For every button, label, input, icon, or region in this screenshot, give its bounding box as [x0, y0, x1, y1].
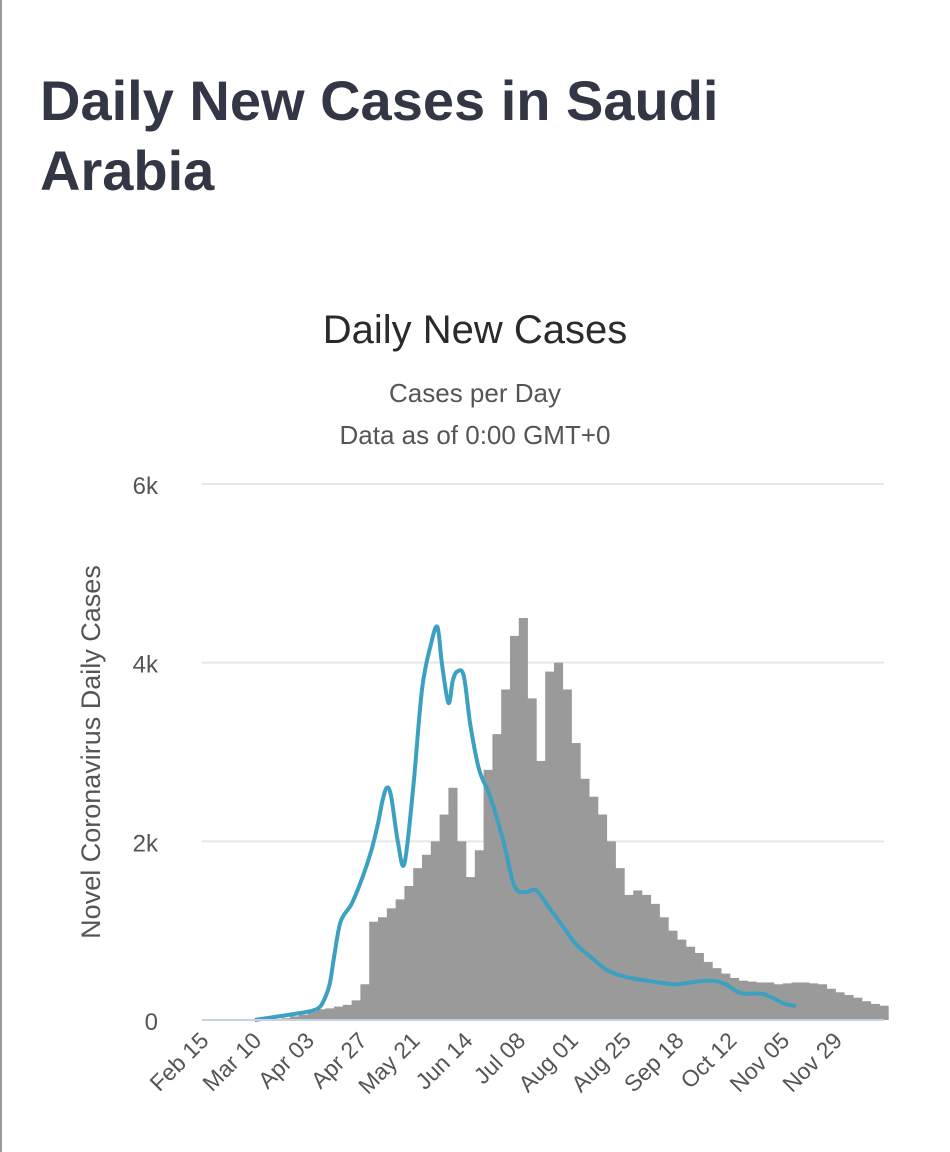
bar	[386, 908, 396, 1020]
bar	[598, 814, 608, 1020]
bar	[879, 1005, 889, 1020]
y-axis-label: Novel Coronavirus Daily Cases	[76, 565, 106, 939]
bar	[395, 899, 405, 1020]
chart-subtitle-data-as-of: Data as of 0:00 GMT+0	[339, 420, 611, 450]
bar	[818, 984, 828, 1020]
moving-average-line	[254, 624, 797, 1022]
y-tick-label: 0	[145, 1009, 158, 1036]
bar	[606, 841, 616, 1020]
bar	[369, 921, 379, 1020]
page-title: Daily New Cases in Saudi Arabia	[40, 69, 719, 202]
bar	[466, 877, 476, 1020]
bar	[334, 1006, 344, 1020]
bar	[659, 917, 669, 1020]
bar	[483, 769, 493, 1020]
bar	[782, 983, 792, 1020]
y-tick-label: 2k	[133, 830, 159, 857]
bar	[826, 988, 836, 1020]
bar	[316, 1009, 326, 1020]
bar	[422, 854, 432, 1020]
bar	[703, 961, 713, 1020]
bar	[765, 982, 775, 1020]
bar	[835, 992, 845, 1020]
left-border	[0, 0, 2, 1152]
bar	[562, 689, 572, 1020]
bar	[870, 1003, 880, 1020]
chart-subtitle-cases-per-day: Cases per Day	[389, 378, 561, 408]
bar	[413, 868, 423, 1020]
bar	[650, 903, 660, 1020]
bar	[615, 868, 625, 1020]
bar	[351, 1000, 361, 1020]
chart-title: Daily New Cases	[322, 308, 628, 352]
bar	[430, 841, 440, 1020]
bar	[307, 1011, 317, 1020]
bar	[730, 978, 740, 1020]
bar	[694, 953, 704, 1020]
y-tick-label: 4k	[133, 652, 159, 679]
bar	[624, 894, 634, 1020]
bar	[747, 981, 757, 1020]
bar	[642, 894, 652, 1020]
bar	[633, 890, 643, 1020]
x-tick-label: Apr 03	[253, 1027, 319, 1093]
bar	[360, 984, 370, 1020]
bar	[457, 841, 467, 1020]
chart-bars	[263, 618, 889, 1020]
y-axis-tick-labels: 0 2k 4k 6k	[133, 473, 159, 1036]
bar	[571, 743, 581, 1020]
bar	[325, 1008, 335, 1020]
bar	[448, 787, 458, 1020]
bar	[518, 618, 528, 1020]
x-tick-label: Sep 18	[619, 1027, 689, 1097]
y-tick-label: 6k	[133, 473, 159, 500]
bar	[853, 997, 863, 1020]
bar	[404, 886, 414, 1020]
bar	[527, 698, 537, 1020]
bar	[492, 734, 502, 1020]
bar	[862, 1001, 872, 1020]
bar	[738, 980, 748, 1020]
x-tick-label: Jun 14	[410, 1027, 477, 1094]
bar	[342, 1004, 352, 1020]
bar	[712, 968, 722, 1020]
bar	[756, 982, 766, 1020]
bar	[809, 983, 819, 1020]
bar	[545, 671, 555, 1020]
bar	[298, 1014, 308, 1020]
x-tick-label: Feb 15	[145, 1027, 214, 1096]
x-tick-label: Mar 10	[197, 1027, 266, 1096]
bar	[721, 973, 731, 1020]
bar	[800, 982, 810, 1020]
bar	[589, 796, 599, 1020]
x-tick-label: Nov 29	[777, 1027, 847, 1097]
bar	[554, 662, 564, 1020]
bar	[791, 982, 801, 1020]
bar	[844, 994, 854, 1020]
bar	[580, 778, 590, 1020]
bar	[378, 917, 388, 1020]
bar	[536, 760, 546, 1020]
bar	[668, 930, 678, 1020]
bar	[677, 939, 687, 1020]
bar	[510, 635, 520, 1020]
bar	[474, 850, 484, 1020]
chart-average-line	[254, 624, 797, 1022]
bar	[290, 1016, 300, 1020]
bar	[439, 814, 449, 1020]
